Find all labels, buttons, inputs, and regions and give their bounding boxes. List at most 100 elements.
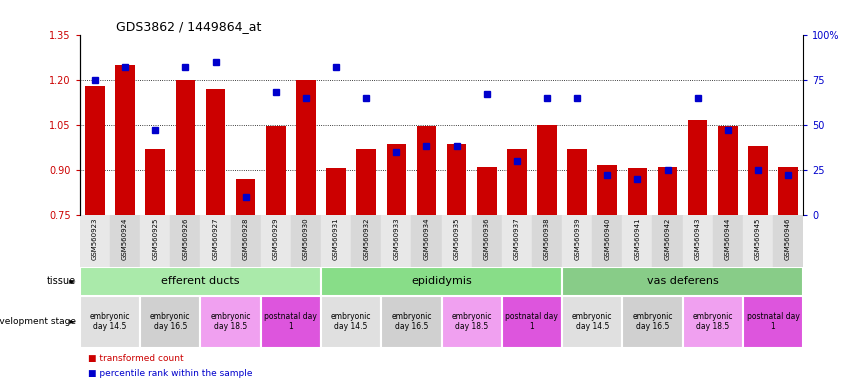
Text: GSM560946: GSM560946 xyxy=(785,218,791,260)
Bar xyxy=(145,149,165,215)
Bar xyxy=(477,167,496,215)
Bar xyxy=(447,144,467,215)
Bar xyxy=(568,149,587,215)
Bar xyxy=(115,65,135,215)
Text: embryonic
day 14.5: embryonic day 14.5 xyxy=(331,312,372,331)
Text: development stage: development stage xyxy=(0,317,76,326)
Bar xyxy=(80,267,321,296)
Bar xyxy=(562,215,592,267)
Bar xyxy=(562,296,622,348)
Bar xyxy=(562,267,803,296)
Bar xyxy=(352,215,381,267)
Text: GSM560933: GSM560933 xyxy=(394,218,399,260)
Bar xyxy=(266,126,286,215)
Bar xyxy=(85,86,105,215)
Bar xyxy=(688,120,707,215)
Bar xyxy=(683,215,712,267)
Text: GSM560929: GSM560929 xyxy=(272,218,278,260)
Bar xyxy=(140,215,170,267)
Text: postnatal day
1: postnatal day 1 xyxy=(505,312,558,331)
Text: GSM560939: GSM560939 xyxy=(574,218,580,260)
Bar xyxy=(653,215,683,267)
Bar xyxy=(235,179,256,215)
Text: GSM560944: GSM560944 xyxy=(725,218,731,260)
Bar xyxy=(442,296,502,348)
Text: embryonic
day 16.5: embryonic day 16.5 xyxy=(391,312,431,331)
Text: GSM560940: GSM560940 xyxy=(605,218,611,260)
Text: GSM560926: GSM560926 xyxy=(182,218,188,260)
Bar xyxy=(381,296,442,348)
Bar xyxy=(296,79,315,215)
Text: GDS3862 / 1449864_at: GDS3862 / 1449864_at xyxy=(116,20,262,33)
Text: postnatal day
1: postnatal day 1 xyxy=(747,312,800,331)
Text: GSM560925: GSM560925 xyxy=(152,218,158,260)
Bar xyxy=(627,169,648,215)
Bar xyxy=(622,215,653,267)
Text: embryonic
day 14.5: embryonic day 14.5 xyxy=(572,312,612,331)
Bar xyxy=(387,144,406,215)
Text: embryonic
day 14.5: embryonic day 14.5 xyxy=(90,312,130,331)
Bar xyxy=(532,215,562,267)
Bar xyxy=(291,215,321,267)
Text: embryonic
day 18.5: embryonic day 18.5 xyxy=(210,312,251,331)
Bar xyxy=(206,89,225,215)
Text: GSM560930: GSM560930 xyxy=(303,218,309,260)
Bar xyxy=(321,215,351,267)
Bar xyxy=(321,296,381,348)
Bar xyxy=(712,215,743,267)
Bar xyxy=(321,267,562,296)
Text: embryonic
day 16.5: embryonic day 16.5 xyxy=(632,312,673,331)
Bar xyxy=(472,215,502,267)
Bar xyxy=(357,149,376,215)
Text: embryonic
day 18.5: embryonic day 18.5 xyxy=(452,312,492,331)
Text: tissue: tissue xyxy=(46,276,76,286)
Bar xyxy=(80,296,140,348)
Text: GSM560945: GSM560945 xyxy=(755,218,761,260)
Bar xyxy=(381,215,411,267)
Bar xyxy=(326,169,346,215)
Bar xyxy=(592,215,622,267)
Bar xyxy=(778,167,798,215)
Text: embryonic
day 18.5: embryonic day 18.5 xyxy=(692,312,733,331)
Bar xyxy=(261,215,291,267)
Bar xyxy=(140,296,200,348)
Bar xyxy=(773,215,803,267)
Text: GSM560927: GSM560927 xyxy=(213,218,219,260)
Text: vas deferens: vas deferens xyxy=(647,276,718,286)
Bar xyxy=(170,215,200,267)
Text: ■ transformed count: ■ transformed count xyxy=(88,354,184,363)
Bar xyxy=(507,149,526,215)
Bar xyxy=(743,296,803,348)
Text: ►: ► xyxy=(64,277,76,286)
Bar xyxy=(416,126,436,215)
Text: postnatal day
1: postnatal day 1 xyxy=(264,312,317,331)
Text: efferent ducts: efferent ducts xyxy=(161,276,240,286)
Text: GSM560931: GSM560931 xyxy=(333,218,339,260)
Text: GSM560934: GSM560934 xyxy=(424,218,430,260)
Bar xyxy=(230,215,261,267)
Text: GSM560938: GSM560938 xyxy=(544,218,550,260)
Text: GSM560932: GSM560932 xyxy=(363,218,369,260)
Bar xyxy=(743,215,773,267)
Text: epididymis: epididymis xyxy=(411,276,472,286)
Bar xyxy=(748,146,768,215)
Text: GSM560928: GSM560928 xyxy=(243,218,249,260)
Bar xyxy=(110,215,140,267)
Bar xyxy=(658,167,677,215)
Bar xyxy=(200,296,261,348)
Text: ■ percentile rank within the sample: ■ percentile rank within the sample xyxy=(88,369,253,378)
Bar xyxy=(597,166,617,215)
Text: GSM560924: GSM560924 xyxy=(122,218,128,260)
Bar xyxy=(176,79,195,215)
Bar xyxy=(261,296,321,348)
Bar xyxy=(200,215,230,267)
Bar xyxy=(411,215,442,267)
Text: GSM560943: GSM560943 xyxy=(695,218,701,260)
Bar xyxy=(502,296,562,348)
Bar xyxy=(502,215,532,267)
Text: GSM560941: GSM560941 xyxy=(634,218,640,260)
Bar xyxy=(442,215,472,267)
Text: GSM560935: GSM560935 xyxy=(453,218,459,260)
Text: GSM560942: GSM560942 xyxy=(664,218,670,260)
Text: GSM560923: GSM560923 xyxy=(92,218,98,260)
